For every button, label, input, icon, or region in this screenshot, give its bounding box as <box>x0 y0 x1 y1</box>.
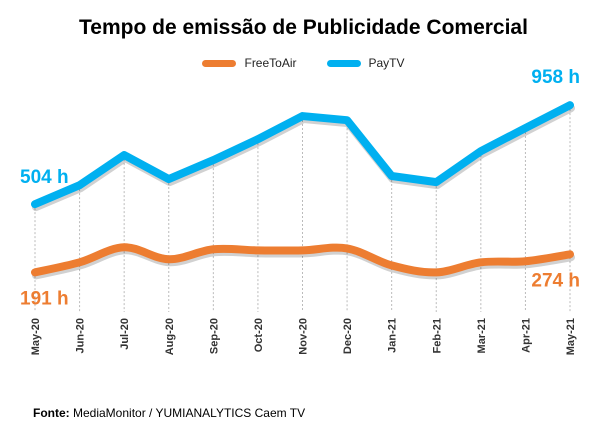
x-tick-label: Apr-21 <box>520 318 532 353</box>
legend-label-freetoair: FreeToAir <box>244 56 297 70</box>
x-tick-label: Aug-20 <box>164 318 176 355</box>
x-tick-label: May-20 <box>30 318 42 355</box>
data-label-first-freetoair: 191 h <box>20 288 69 309</box>
legend-swatch-paytv <box>326 59 361 67</box>
source-note: Fonte: MediaMonitor / YUMIANALYTICS Caem… <box>33 406 305 420</box>
x-tick-label: May-21 <box>565 318 577 355</box>
legend-item-freetoair: FreeToAir <box>202 56 297 70</box>
x-tick-label: Sep-20 <box>208 318 220 354</box>
legend-label-paytv: PayTV <box>368 56 405 70</box>
plot-area: May-20 Jun-20 Jul-20 Aug-20 Sep-20 Oct-20 Nov-… <box>20 67 580 355</box>
series-line-freetoair <box>31 243 574 277</box>
x-tick-label: Mar-21 <box>476 318 488 353</box>
data-label-last-paytv: 958 h <box>531 67 580 88</box>
source-text: MediaMonitor / YUMIANALYTICS Caem TV <box>73 406 306 420</box>
x-tick-label: Feb-21 <box>431 318 443 353</box>
data-label-first-paytv: 504 h <box>20 167 69 188</box>
source-label: Fonte: <box>33 406 70 420</box>
x-tick-label: Dec-20 <box>342 318 354 354</box>
x-tick-label: Nov-20 <box>298 318 310 355</box>
series-line-paytv <box>31 101 574 209</box>
x-tick-label: Jul-20 <box>119 318 131 350</box>
legend-swatch-freetoair <box>202 59 237 67</box>
chart-title: Tempo de emissão de Publicidade Comercia… <box>79 16 528 39</box>
data-label-last-freetoair: 274 h <box>531 270 580 291</box>
x-tick-label: Jun-20 <box>75 318 87 353</box>
x-tick-label: Oct-20 <box>253 318 265 352</box>
legend-item-paytv: PayTV <box>326 56 405 70</box>
legend: FreeToAir PayTV <box>0 56 607 70</box>
x-tick-label: Jan-21 <box>387 318 399 353</box>
